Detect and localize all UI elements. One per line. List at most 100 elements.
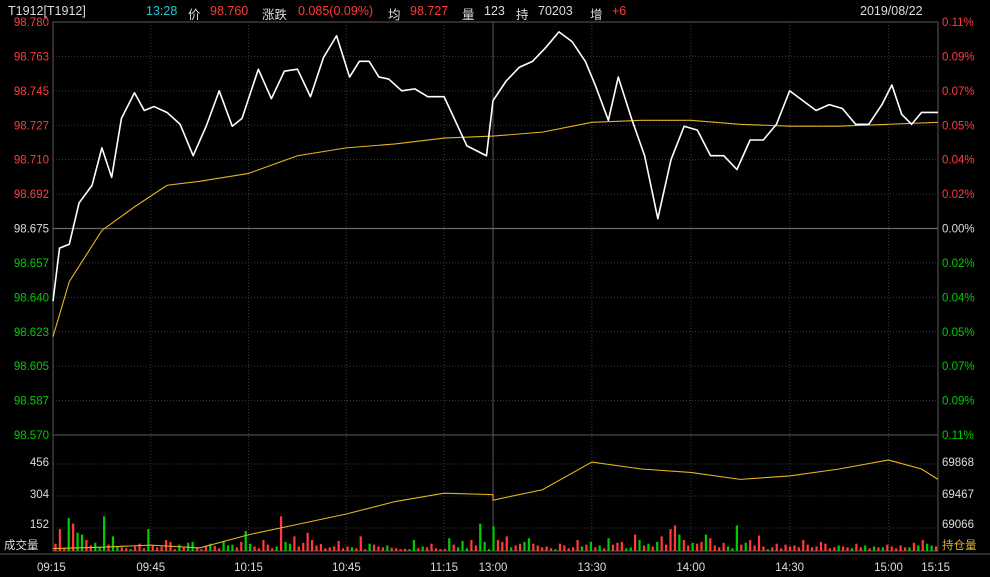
pct-tick-label: 0.04% <box>942 155 975 167</box>
volume-bar <box>457 547 460 551</box>
volume-bar <box>806 544 809 551</box>
price-tick-label: 98.640 <box>14 292 49 304</box>
volume-bar <box>195 547 199 551</box>
price-tick-label: 98.675 <box>14 224 49 236</box>
volume-bar <box>483 541 486 551</box>
volume-bar <box>368 543 371 551</box>
volume-bar <box>656 541 659 551</box>
volume-bar <box>757 535 761 551</box>
volume-bar <box>886 544 889 551</box>
change-label: 涨跌 <box>262 8 288 22</box>
volume-bar <box>563 545 566 551</box>
pct-tick-label: 0.07% <box>942 361 975 373</box>
volume-bar <box>310 540 314 551</box>
volume-bar <box>222 540 225 551</box>
volume-bar <box>541 547 544 551</box>
pct-tick-label: 0.05% <box>942 327 975 339</box>
volume-bar <box>63 548 66 551</box>
increase-label: 增 <box>590 8 603 22</box>
volume-bar <box>523 541 526 551</box>
volume-bar <box>881 547 885 551</box>
volume-bar <box>868 548 871 551</box>
volume-bar <box>372 544 376 551</box>
time-tick-label: 14:30 <box>775 562 804 574</box>
volume-bar <box>156 547 159 551</box>
volume-bar <box>249 543 252 551</box>
volume-bar <box>147 529 150 551</box>
price-tick-label: 98.780 <box>14 17 49 29</box>
volume-bar <box>492 526 495 551</box>
time-value: 13:28 <box>146 4 178 18</box>
volume-bar <box>718 547 721 551</box>
volume-bar <box>408 549 411 551</box>
volume-bar <box>266 544 269 551</box>
volume-bar <box>465 548 469 551</box>
volume-bar <box>120 547 123 551</box>
volume-bar <box>76 532 79 551</box>
volume-bar <box>749 540 752 551</box>
volume-bar <box>474 545 477 551</box>
volume-bar <box>182 547 185 551</box>
quote-header: T1912[T1912] 13:28 价 98.760 涨跌 0.085(0.0… <box>0 0 990 22</box>
volume-bar <box>501 541 504 551</box>
time-tick-label: 09:45 <box>136 562 165 574</box>
volume-bar <box>421 546 424 551</box>
symbol-label[interactable]: T1912[T1912] <box>8 4 86 18</box>
volume-bar <box>859 547 862 551</box>
volume-bar <box>160 546 163 551</box>
volume-bar <box>443 548 446 551</box>
volume-bar <box>864 545 867 551</box>
volume-bar <box>253 546 256 551</box>
volume-bar <box>572 547 575 551</box>
oi-tick-label: 69467 <box>942 489 974 501</box>
volume-bar <box>178 544 181 551</box>
volume-bar <box>89 545 92 551</box>
price-tick-label: 98.570 <box>14 430 49 442</box>
volume-bar <box>518 543 522 551</box>
volume-bar <box>280 516 283 551</box>
volume-bar <box>629 547 632 551</box>
volume-bar <box>346 546 349 551</box>
volume-bar <box>505 536 508 551</box>
volume-bar <box>855 543 858 551</box>
volume-tick-label: 304 <box>30 489 50 501</box>
volume-bar <box>841 546 845 551</box>
volume-bar <box>85 540 88 551</box>
oi-axis-title: 持仓量 <box>942 538 977 552</box>
volume-bar <box>598 545 601 551</box>
volume-bar <box>709 538 712 551</box>
open-interest-line <box>52 459 939 550</box>
volume-bar <box>811 547 814 551</box>
volume-bar <box>850 548 854 551</box>
change-value: 0.085(0.09%) <box>298 4 374 18</box>
time-tick-label: 09:15 <box>37 562 66 574</box>
time-tick-label: 11:15 <box>430 562 458 574</box>
volume-bar <box>567 548 570 551</box>
volume-bar <box>381 547 384 551</box>
volume-bar <box>926 543 929 551</box>
volume-bar <box>54 543 57 551</box>
volume-bar <box>417 548 420 551</box>
volume-bar <box>479 523 482 551</box>
volume-bar <box>532 543 535 551</box>
volume-bar <box>103 516 106 551</box>
volume-bar <box>67 518 70 551</box>
volume-bar <box>917 545 920 551</box>
volume-bar <box>209 543 212 551</box>
volume-bar <box>638 540 641 551</box>
volume-bar <box>284 541 287 551</box>
volume-bar <box>333 546 336 551</box>
volume-bar <box>660 536 663 551</box>
volume-bar <box>359 536 362 551</box>
volume-tick-label: 152 <box>30 519 49 531</box>
volume-bar <box>788 546 792 551</box>
volume-bar <box>713 545 716 551</box>
volume-bar <box>549 548 553 551</box>
volume-bar <box>793 545 796 551</box>
volume-bar <box>700 541 703 551</box>
volume-bar <box>297 546 300 551</box>
volume-bar <box>213 545 216 551</box>
price-label: 价 <box>188 8 201 22</box>
volume-bar <box>753 545 756 551</box>
